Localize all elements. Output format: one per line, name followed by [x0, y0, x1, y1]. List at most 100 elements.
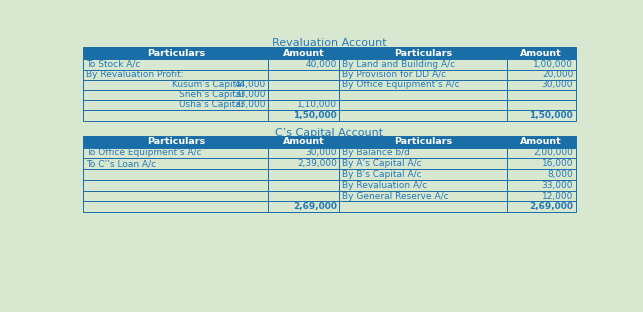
Bar	[268, 59, 340, 70]
Bar	[507, 136, 575, 148]
Bar	[340, 158, 507, 169]
Bar	[268, 90, 340, 100]
Text: By Land and Building A/c: By Land and Building A/c	[341, 60, 455, 69]
Text: By B’s Capital A/c: By B’s Capital A/c	[341, 170, 421, 179]
Text: To Stock A/c: To Stock A/c	[86, 60, 140, 69]
Bar	[84, 110, 268, 121]
Bar	[507, 90, 575, 100]
Text: 1,10,000: 1,10,000	[297, 100, 337, 109]
Bar	[340, 148, 507, 158]
Bar	[340, 136, 507, 148]
Bar	[340, 110, 507, 121]
Text: 33,000: 33,000	[234, 100, 266, 109]
Text: To C’’s Loan A/c: To C’’s Loan A/c	[86, 159, 156, 168]
Text: By General Reserve A/c: By General Reserve A/c	[341, 192, 448, 201]
Bar	[507, 202, 575, 212]
Text: Sneh’s Capital: Sneh’s Capital	[179, 90, 244, 99]
Bar	[84, 180, 268, 191]
Bar	[84, 136, 268, 148]
Text: Amount: Amount	[520, 49, 562, 58]
Text: Amount: Amount	[520, 137, 562, 146]
Bar	[340, 180, 507, 191]
Bar	[84, 148, 268, 158]
Text: By Revaluation Profit:: By Revaluation Profit:	[86, 70, 183, 79]
Bar	[268, 148, 340, 158]
Text: 2,00,000: 2,00,000	[534, 149, 574, 158]
Text: By A’s Capital A/c: By A’s Capital A/c	[341, 159, 421, 168]
Bar	[507, 47, 575, 59]
Bar	[507, 148, 575, 158]
Bar	[84, 80, 268, 90]
Text: Particulars: Particulars	[147, 49, 205, 58]
Bar	[268, 47, 340, 59]
Bar	[507, 110, 575, 121]
Text: 8,000: 8,000	[548, 170, 574, 179]
Bar	[268, 158, 340, 169]
Bar	[84, 169, 268, 180]
Bar	[268, 100, 340, 110]
Text: By Office Equipment’s A/c: By Office Equipment’s A/c	[341, 80, 459, 89]
Bar	[84, 47, 268, 59]
Text: 20,000: 20,000	[542, 70, 574, 79]
Bar	[268, 169, 340, 180]
Bar	[340, 202, 507, 212]
Text: By Provision for DD A/c: By Provision for DD A/c	[341, 70, 446, 79]
Bar	[84, 90, 268, 100]
Bar	[340, 47, 507, 59]
Text: Particulars: Particulars	[147, 137, 205, 146]
Bar	[507, 158, 575, 169]
Bar	[340, 90, 507, 100]
Text: 2,69,000: 2,69,000	[529, 202, 574, 211]
Text: Usha’s Capital: Usha’s Capital	[179, 100, 244, 109]
Bar	[268, 80, 340, 90]
Bar	[340, 169, 507, 180]
Text: Revaluation Account: Revaluation Account	[272, 38, 387, 48]
Bar	[340, 100, 507, 110]
Bar	[84, 158, 268, 169]
Text: 33,000: 33,000	[542, 181, 574, 190]
Bar	[268, 180, 340, 191]
Text: By Balance b/d: By Balance b/d	[341, 149, 410, 158]
Bar	[340, 70, 507, 80]
Text: To Office Equipment’s A/c: To Office Equipment’s A/c	[86, 149, 201, 158]
Bar	[340, 80, 507, 90]
Bar	[84, 70, 268, 80]
Text: 30,000: 30,000	[542, 80, 574, 89]
Text: 40,000: 40,000	[305, 60, 337, 69]
Text: 2,69,000: 2,69,000	[293, 202, 337, 211]
Bar	[84, 202, 268, 212]
Text: 30,000: 30,000	[305, 149, 337, 158]
Bar	[268, 191, 340, 202]
Text: Kusum’s Capital: Kusum’s Capital	[172, 80, 244, 89]
Bar	[507, 59, 575, 70]
Text: Particulars: Particulars	[394, 49, 452, 58]
Bar	[268, 202, 340, 212]
Bar	[340, 191, 507, 202]
Bar	[84, 191, 268, 202]
Text: 33,000: 33,000	[234, 90, 266, 99]
Text: 1,00,000: 1,00,000	[533, 60, 574, 69]
Bar	[268, 70, 340, 80]
Bar	[507, 169, 575, 180]
Text: Amount: Amount	[283, 137, 325, 146]
Text: C’s Capital Account: C’s Capital Account	[275, 128, 384, 138]
Bar	[507, 70, 575, 80]
Text: 44,000: 44,000	[235, 80, 266, 89]
Bar	[268, 136, 340, 148]
Bar	[507, 191, 575, 202]
Text: 2,39,000: 2,39,000	[297, 159, 337, 168]
Bar	[507, 180, 575, 191]
Text: Amount: Amount	[283, 49, 325, 58]
Text: 16,000: 16,000	[542, 159, 574, 168]
Bar	[84, 100, 268, 110]
Bar	[507, 80, 575, 90]
Bar	[507, 100, 575, 110]
Bar	[340, 59, 507, 70]
Text: 12,000: 12,000	[542, 192, 574, 201]
Text: 1,50,000: 1,50,000	[530, 111, 574, 120]
Bar	[268, 110, 340, 121]
Text: Particulars: Particulars	[394, 137, 452, 146]
Text: 1,50,000: 1,50,000	[293, 111, 337, 120]
Bar	[84, 59, 268, 70]
Text: By Revaluation A/c: By Revaluation A/c	[341, 181, 427, 190]
